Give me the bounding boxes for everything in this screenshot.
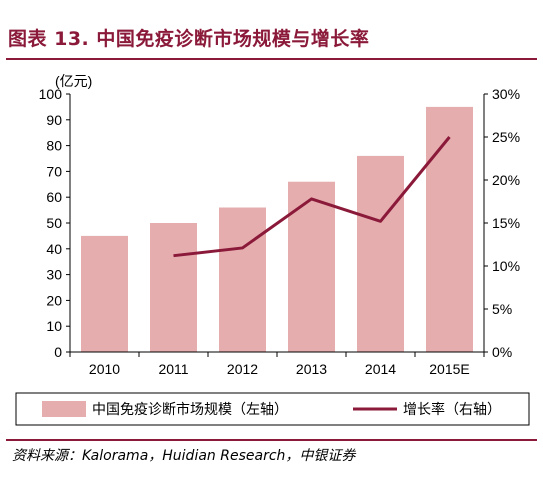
legend-box [15,392,530,426]
left-tick-label: 60 [46,189,62,205]
left-tick-label: 100 [39,86,63,102]
figure-title: 图表 13. 中国免疫诊断市场规模与增长率 [8,28,370,50]
right-tick-label: 5% [492,301,512,317]
source-note: 资料来源：Kalorama，Huidian Research，中银证券 [12,448,356,464]
line-layer [173,136,451,258]
bars-layer [81,106,473,353]
right-tick-label: 0% [492,344,512,360]
x-tick-label: 2014 [365,361,396,377]
legend-bar-swatch [42,401,86,417]
bar-2015E [426,106,473,353]
x-tick-label: 2012 [227,361,258,377]
x-tick-label: 2015E [429,361,469,377]
x-tick-label: 2013 [296,361,327,377]
left-tick-label: 90 [46,112,62,128]
left-tick-label: 50 [46,215,62,231]
source-rule [6,439,537,441]
bar-2012 [219,207,266,352]
x-tick-label: 2011 [158,361,188,377]
right-tick-label: 15% [492,215,520,231]
bar-2014 [357,155,404,352]
left-axis-unit: (亿元) [55,73,92,89]
axes-layer: 0 10 20 30 40 50 60 70 80 90 100(亿元) 0% 5% 10% 15% 20% 2… [39,73,520,377]
right-tick-label: 25% [492,129,520,145]
left-tick-label: 70 [46,163,62,179]
legend: 中国免疫诊断市场规模（左轴） 增长率（右轴） [15,392,530,426]
left-tick-label: 0 [54,344,62,360]
left-tick-label: 20 [46,292,62,308]
x-tick-label: 2010 [89,361,120,377]
left-tick-label: 30 [46,267,62,283]
legend-bar-label: 中国免疫诊断市场规模（左轴） [92,401,288,418]
right-tick-label: 20% [492,172,520,188]
bar-2010 [81,235,128,352]
bar-2013 [288,181,335,352]
left-tick-label: 40 [46,241,62,257]
right-tick-label: 30% [492,86,520,102]
left-tick-label: 80 [46,138,62,154]
right-tick-label: 10% [492,258,520,274]
legend-line-label: 增长率（右轴） [403,401,501,418]
left-tick-label: 10 [46,318,62,334]
title-rule [6,58,537,60]
bar-2011 [150,223,197,352]
